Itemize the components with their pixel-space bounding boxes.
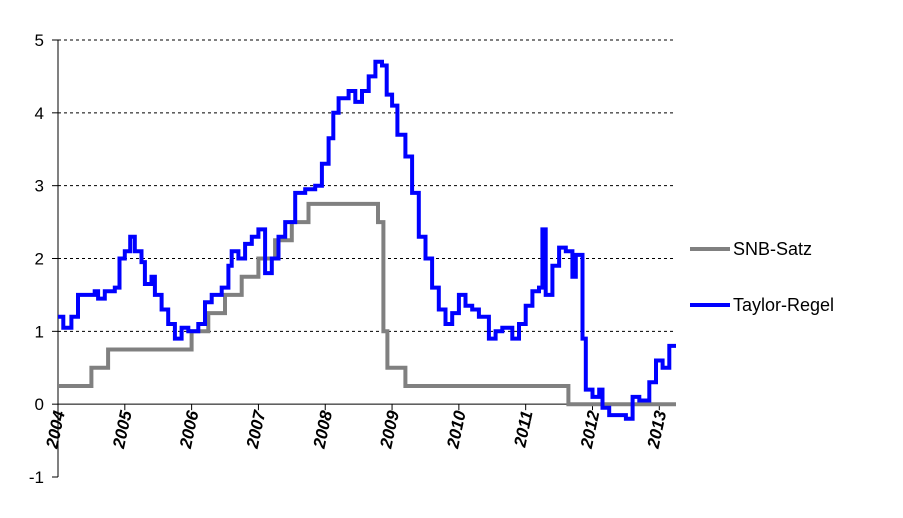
grid-lines	[58, 39, 676, 332]
y-tick-label-2: 1	[35, 322, 44, 341]
x-tick-label-8: 2012	[577, 409, 604, 451]
x-tick-label-9: 2013	[644, 409, 671, 451]
y-tick-label-1: 0	[35, 395, 44, 414]
x-tick-label-2: 2006	[176, 409, 203, 451]
x-tick-labels: 2004 2005 2006 2007 2008 2009 2010 2011 2012 2013	[42, 408, 670, 451]
x-tick-label-6: 2010	[443, 409, 470, 451]
legend-label-taylor-regel: Taylor-Regel	[733, 295, 834, 315]
x-tick-label-4: 2008	[309, 409, 336, 451]
series-lines	[58, 59, 676, 421]
y-tick-label-5: 4	[35, 104, 44, 123]
y-tick-label-6: 5	[35, 31, 44, 50]
series-line-taylor-regel	[58, 59, 676, 421]
series-line-snb-satz	[58, 201, 676, 407]
legend-label-snb-satz: SNB-Satz	[733, 239, 812, 259]
y-tick-label-4: 3	[35, 177, 44, 196]
y-tick-labels: -1 0 1 2 3 4 5	[29, 31, 44, 487]
x-tick-label-3: 2007	[243, 408, 270, 451]
x-tick-label-1: 2005	[109, 409, 136, 451]
x-tick-label-0: 2004	[42, 409, 69, 451]
x-tick-label-5: 2009	[376, 409, 403, 451]
y-tick-label-3: 2	[35, 250, 44, 269]
y-tick-label-0: -1	[29, 468, 44, 487]
legend: SNB-Satz Taylor-Regel	[690, 239, 834, 315]
x-tick-label-7: 2011	[510, 409, 536, 450]
